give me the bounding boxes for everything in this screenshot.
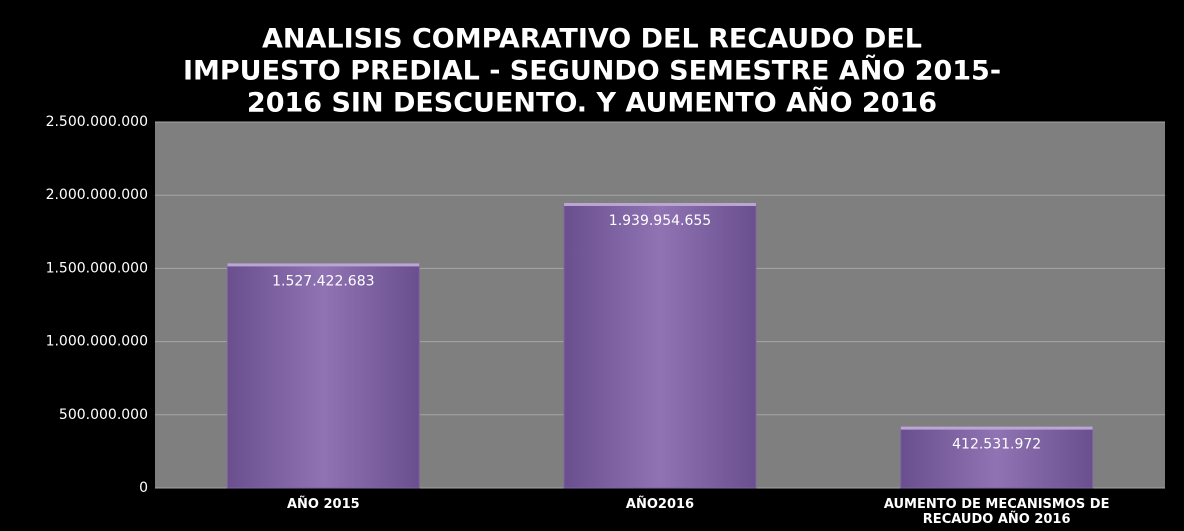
bar-top	[900, 426, 1093, 430]
y-tick-label: 1.000.000.000	[46, 334, 148, 350]
bar	[900, 427, 1094, 489]
bar-top	[227, 263, 420, 267]
value-label: 412.531.972	[952, 437, 1041, 453]
chart-title: ANALISIS COMPARATIVO DEL RECAUDO DEL	[262, 24, 922, 55]
bar	[563, 203, 757, 489]
bar	[226, 263, 420, 489]
value-label: 1.939.954.655	[609, 213, 711, 229]
chart-title: IMPUESTO PREDIAL - SEGUNDO SEMESTRE AÑO …	[183, 55, 1001, 87]
y-tick-label: 1.500.000.000	[46, 260, 148, 276]
x-tick-label: AÑO2016	[625, 497, 695, 512]
value-label: 1.527.422.683	[272, 273, 374, 289]
chart-title: 2016 SIN DESCUENTO. Y AUMENTO AÑO 2016	[247, 87, 937, 119]
bar-top	[564, 202, 756, 206]
x-tick-label: AUMENTO DE MECANISMOS DE RECAUDO AÑO 201…	[883, 497, 1110, 527]
x-tick-label: AÑO 2015	[286, 497, 360, 512]
y-tick-label: 0	[139, 480, 148, 496]
y-tick-label: 500.000.000	[59, 407, 148, 423]
y-tick-label: 2.500.000.000	[46, 114, 148, 130]
y-tick-label: 2.000.000.000	[46, 187, 148, 203]
